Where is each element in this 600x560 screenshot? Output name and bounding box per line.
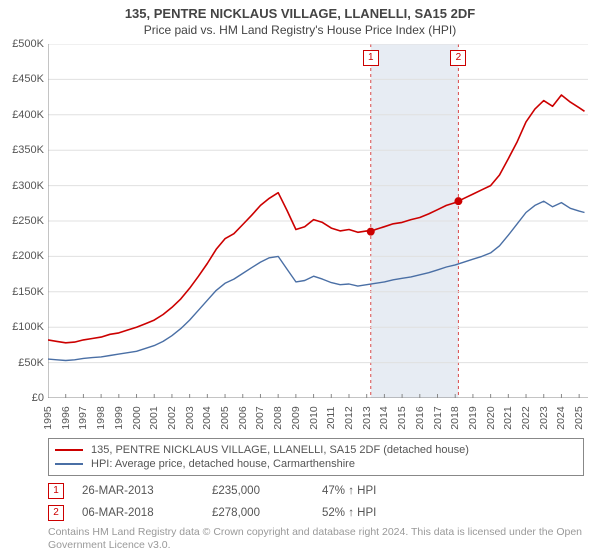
x-tick-label: 2013 xyxy=(361,403,373,433)
x-tick-label: 1996 xyxy=(60,403,72,433)
x-tick-label: 2012 xyxy=(343,403,355,433)
x-tick-label: 2003 xyxy=(184,403,196,433)
y-tick-label: £0 xyxy=(4,392,44,404)
x-tick-label: 2024 xyxy=(555,403,567,433)
sale-marker-box: 1 xyxy=(363,50,379,66)
y-tick-label: £350K xyxy=(4,144,44,156)
legend-label: HPI: Average price, detached house, Carm… xyxy=(91,458,355,470)
sales-table: 1 26-MAR-2013 £235,000 47% ↑ HPI 2 06-MA… xyxy=(48,480,584,524)
x-tick-label: 2019 xyxy=(467,403,479,433)
sales-row: 2 06-MAR-2018 £278,000 52% ↑ HPI xyxy=(48,502,584,524)
x-tick-label: 1999 xyxy=(113,403,125,433)
sales-row: 1 26-MAR-2013 £235,000 47% ↑ HPI xyxy=(48,480,584,502)
sale-hpi-diff: 47% ↑ HPI xyxy=(322,485,442,497)
page-title: 135, PENTRE NICKLAUS VILLAGE, LLANELLI, … xyxy=(0,0,600,21)
legend-label: 135, PENTRE NICKLAUS VILLAGE, LLANELLI, … xyxy=(91,444,469,456)
sale-date: 26-MAR-2013 xyxy=(82,485,212,497)
y-tick-label: £150K xyxy=(4,286,44,298)
x-tick-label: 2007 xyxy=(254,403,266,433)
x-tick-label: 1998 xyxy=(95,403,107,433)
x-tick-label: 2016 xyxy=(414,403,426,433)
sale-price: £235,000 xyxy=(212,485,322,497)
sale-marker-icon: 2 xyxy=(48,505,64,521)
x-tick-label: 1995 xyxy=(42,403,54,433)
x-tick-label: 2002 xyxy=(166,403,178,433)
x-tick-label: 2018 xyxy=(449,403,461,433)
sale-date: 06-MAR-2018 xyxy=(82,507,212,519)
page-subtitle: Price paid vs. HM Land Registry's House … xyxy=(0,21,600,41)
legend-item: HPI: Average price, detached house, Carm… xyxy=(55,457,577,471)
legend-swatch xyxy=(55,463,83,465)
x-tick-label: 2023 xyxy=(538,403,550,433)
y-tick-label: £200K xyxy=(4,250,44,262)
legend-swatch xyxy=(55,449,83,451)
x-tick-label: 2009 xyxy=(290,403,302,433)
x-tick-label: 2015 xyxy=(396,403,408,433)
chart-plot-area xyxy=(48,44,588,398)
x-tick-label: 2000 xyxy=(131,403,143,433)
x-tick-label: 2025 xyxy=(573,403,585,433)
y-tick-label: £50K xyxy=(4,357,44,369)
y-tick-label: £450K xyxy=(4,73,44,85)
x-tick-label: 2004 xyxy=(201,403,213,433)
x-tick-label: 2022 xyxy=(520,403,532,433)
legend-item: 135, PENTRE NICKLAUS VILLAGE, LLANELLI, … xyxy=(55,443,577,457)
footnote: Contains HM Land Registry data © Crown c… xyxy=(48,526,584,552)
sale-hpi-diff: 52% ↑ HPI xyxy=(322,507,442,519)
sale-marker-box: 2 xyxy=(450,50,466,66)
x-tick-label: 2014 xyxy=(378,403,390,433)
y-tick-label: £100K xyxy=(4,321,44,333)
sale-marker-icon: 1 xyxy=(48,483,64,499)
legend: 135, PENTRE NICKLAUS VILLAGE, LLANELLI, … xyxy=(48,438,584,476)
x-tick-label: 2005 xyxy=(219,403,231,433)
x-tick-label: 2001 xyxy=(148,403,160,433)
x-tick-label: 2021 xyxy=(502,403,514,433)
x-tick-label: 2010 xyxy=(308,403,320,433)
y-tick-label: £400K xyxy=(4,109,44,121)
y-tick-label: £500K xyxy=(4,38,44,50)
x-tick-label: 2020 xyxy=(485,403,497,433)
y-tick-label: £250K xyxy=(4,215,44,227)
x-tick-label: 2008 xyxy=(272,403,284,433)
y-tick-label: £300K xyxy=(4,180,44,192)
chart-svg xyxy=(48,44,588,398)
x-tick-label: 2017 xyxy=(432,403,444,433)
x-tick-label: 2006 xyxy=(237,403,249,433)
x-tick-label: 1997 xyxy=(77,403,89,433)
chart-container: 135, PENTRE NICKLAUS VILLAGE, LLANELLI, … xyxy=(0,0,600,560)
sale-price: £278,000 xyxy=(212,507,322,519)
x-tick-label: 2011 xyxy=(325,403,337,433)
